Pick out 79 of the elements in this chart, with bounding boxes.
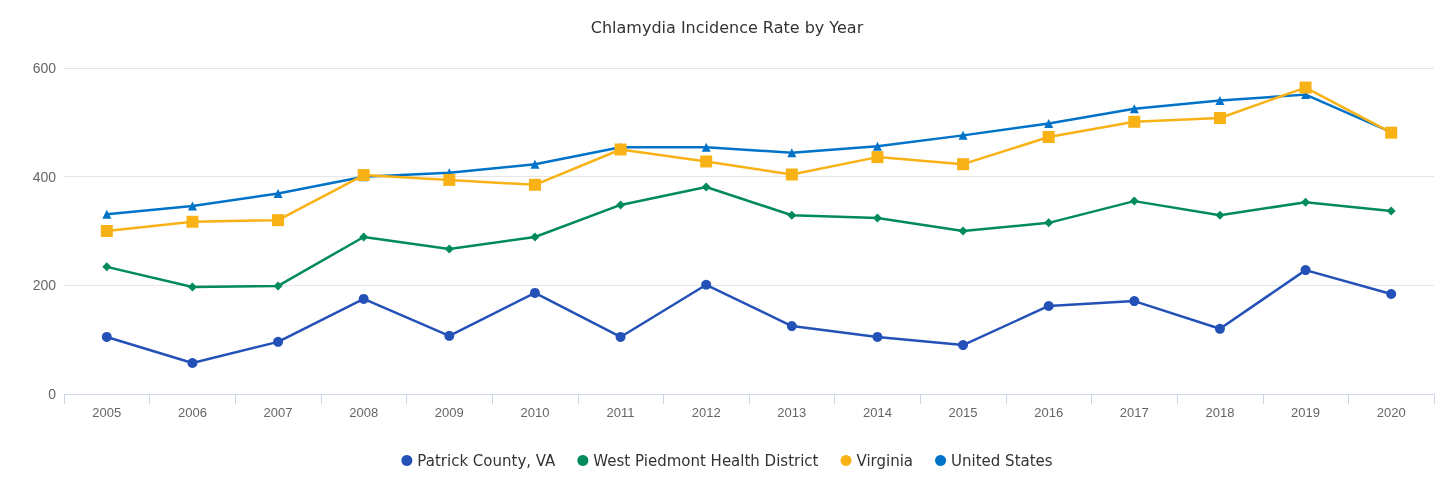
point bbox=[1043, 300, 1054, 311]
point bbox=[958, 226, 968, 236]
point bbox=[1129, 296, 1140, 307]
point bbox=[530, 159, 540, 169]
point bbox=[871, 151, 884, 164]
point bbox=[530, 232, 540, 242]
x-tick-label: 2009 bbox=[434, 405, 464, 420]
point bbox=[102, 262, 112, 272]
point bbox=[443, 173, 456, 186]
point bbox=[786, 321, 797, 332]
point bbox=[187, 201, 197, 211]
point bbox=[273, 189, 283, 199]
x-tick-label: 2016 bbox=[1034, 405, 1064, 420]
legend-label: Patrick County, VA bbox=[417, 451, 557, 470]
x-tick-label: 2007 bbox=[263, 405, 293, 420]
point bbox=[872, 331, 883, 342]
point bbox=[701, 142, 711, 152]
point bbox=[872, 141, 882, 151]
x-tick-label: 2010 bbox=[520, 405, 550, 420]
point bbox=[616, 200, 626, 210]
point bbox=[1386, 289, 1397, 300]
point bbox=[529, 287, 540, 298]
point bbox=[187, 358, 198, 369]
x-tick-label: 2014 bbox=[862, 405, 892, 420]
y-tick-label: 600 bbox=[32, 60, 57, 76]
legend-label: United States bbox=[951, 451, 1053, 470]
point bbox=[359, 232, 369, 242]
point bbox=[1386, 206, 1396, 216]
x-tick-label: 2011 bbox=[606, 405, 635, 420]
y-tick-label: 400 bbox=[32, 168, 57, 185]
point bbox=[187, 282, 197, 292]
x-tick-label: 2006 bbox=[177, 405, 207, 420]
point bbox=[785, 168, 798, 181]
point bbox=[101, 331, 112, 342]
x-tick-label: 2005 bbox=[92, 405, 122, 420]
point bbox=[1044, 218, 1054, 228]
point bbox=[701, 182, 711, 192]
point bbox=[1299, 81, 1312, 94]
x-tick-label: 2020 bbox=[1376, 405, 1406, 420]
x-tick-label: 2018 bbox=[1205, 405, 1235, 420]
x-tick-label: 2013 bbox=[777, 405, 807, 420]
x-tick-label: 2017 bbox=[1119, 405, 1149, 420]
point bbox=[1215, 96, 1225, 106]
point bbox=[701, 279, 712, 290]
point bbox=[444, 330, 455, 341]
point bbox=[615, 331, 626, 342]
x-tick-label: 2008 bbox=[349, 405, 379, 420]
legend-label: Virginia bbox=[856, 451, 914, 470]
y-tick-label: 200 bbox=[32, 277, 57, 294]
point bbox=[958, 340, 969, 351]
point bbox=[100, 225, 113, 237]
point bbox=[957, 158, 970, 171]
point bbox=[1042, 131, 1055, 143]
x-tick-label: 2019 bbox=[1291, 405, 1321, 420]
point bbox=[1301, 197, 1311, 207]
point bbox=[787, 210, 797, 220]
point bbox=[273, 336, 284, 347]
point bbox=[102, 209, 112, 219]
point bbox=[358, 293, 369, 304]
legend-label: West Piedmont Health District bbox=[593, 451, 819, 470]
y-tick-label: 0 bbox=[48, 386, 57, 402]
point bbox=[1213, 111, 1226, 124]
x-tick-label: 2015 bbox=[948, 405, 978, 420]
point bbox=[273, 281, 283, 291]
point bbox=[700, 155, 713, 168]
point bbox=[1215, 210, 1225, 220]
point bbox=[528, 178, 541, 191]
point bbox=[1128, 115, 1141, 128]
point bbox=[1214, 323, 1225, 334]
point bbox=[186, 215, 199, 228]
point bbox=[272, 214, 285, 227]
chart-title: Chlamydia Incidence Rate by Year bbox=[590, 17, 864, 37]
point bbox=[614, 143, 627, 156]
point bbox=[1300, 265, 1311, 276]
point bbox=[958, 130, 968, 140]
x-tick-label: 2012 bbox=[691, 405, 721, 420]
point bbox=[444, 244, 454, 254]
point bbox=[1129, 196, 1139, 206]
point bbox=[1044, 118, 1054, 128]
